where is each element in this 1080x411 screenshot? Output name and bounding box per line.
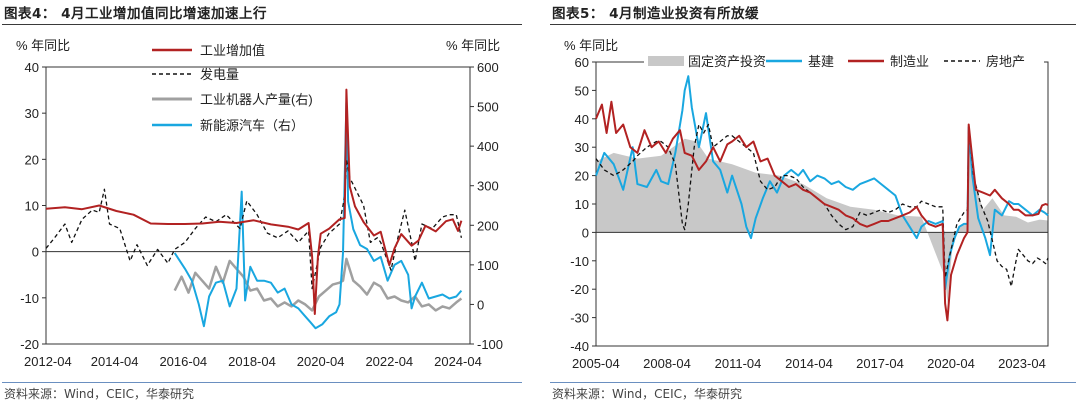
x-tick-label: 2014-04 [785, 356, 833, 371]
y-right-tick-label: 400 [477, 139, 499, 154]
figure-4-title: 图表4： 4月工业增加值同比增速加速上行 [4, 6, 267, 22]
x-tick-label: 2014-04 [91, 354, 139, 369]
series-line-3 [173, 101, 463, 330]
x-tick-label: 2008-04 [643, 356, 691, 371]
y-left-tick-label: 30 [25, 106, 39, 121]
figure-5-chart: 60 50 40 30 20 10 0 -10 -20 -30 -40 2005-04 2008-04 2… [564, 38, 1049, 371]
y-tick-label: -40 [570, 339, 589, 354]
figure-5-top-rule [550, 24, 1076, 25]
figure-4-top-rule [2, 24, 522, 25]
y-tick-label: 60 [575, 55, 589, 70]
legend-label: 新能源汽车（右） [200, 118, 304, 133]
legend-label: 房地产 [986, 54, 1025, 69]
y-tick-label: 0 [582, 225, 589, 240]
legend-label: 工业增加值 [200, 43, 265, 58]
legend-label: 发电量 [200, 67, 239, 82]
y-left-tick-label: 10 [25, 199, 39, 214]
figure-4-bottom-rule [2, 382, 522, 383]
x-tick-label: 2005-04 [572, 356, 620, 371]
x-tick-label: 2023-04 [998, 356, 1046, 371]
figure-5-panel: 图表5： 4月制造业投资有所放缓 60 50 40 30 20 10 0 -10 -20 -30 -… [548, 0, 1080, 411]
figure-4-panel: 图表4： 4月工业增加值同比增速加速上行 40 30 20 10 0 -10 -20 600 5… [0, 0, 530, 411]
y-left-axis-label: % 年同比 [16, 38, 70, 53]
y-right-tick-label: 600 [477, 60, 499, 75]
legend-swatch [648, 56, 684, 66]
y-right-tick-label: 100 [477, 258, 499, 273]
y-tick-label: -30 [570, 311, 589, 326]
x-tick-label: 2024-04 [434, 354, 482, 369]
figure-5-source: 资料来源：Wind，CEIC，华泰研究 [552, 387, 743, 401]
y-left-tick-label: 0 [32, 245, 39, 260]
y-tick-label: 30 [575, 140, 589, 155]
y-left-tick-label: -10 [20, 291, 39, 306]
x-tick-label: 2020-04 [927, 356, 975, 371]
x-tick-label: 2018-04 [228, 354, 276, 369]
legend-label: 工业机器人产量(右) [200, 92, 313, 107]
y-tick-label: -10 [570, 254, 589, 269]
y-right-tick-label: 500 [477, 100, 499, 115]
y-axis-label: % 年同比 [564, 38, 618, 53]
figure-4-source: 资料来源：Wind，CEIC，华泰研究 [4, 387, 195, 401]
series-line-2 [595, 100, 1049, 322]
y-left-tick-label: -20 [20, 337, 39, 352]
series-line-1 [595, 75, 1049, 291]
x-tick-label: 2022-04 [365, 354, 413, 369]
series-line-0 [45, 88, 463, 315]
series-area-0 [596, 133, 1048, 304]
y-left-tick-label: 40 [25, 60, 39, 75]
y-left-tick-label: 20 [25, 152, 39, 167]
y-tick-label: -20 [570, 282, 589, 297]
y-tick-label: 20 [575, 169, 589, 184]
y-right-tick-label: -100 [477, 337, 503, 352]
x-tick-label: 2020-04 [297, 354, 345, 369]
y-tick-label: 10 [575, 197, 589, 212]
y-tick-label: 40 [575, 112, 589, 127]
legend-bg [644, 52, 1044, 72]
x-tick-label: 2017-04 [856, 356, 904, 371]
figure-5-title: 图表5： 4月制造业投资有所放缓 [552, 6, 759, 22]
figure-5-bottom-rule [550, 382, 1076, 383]
x-tick-label: 2011-04 [715, 356, 762, 371]
series-line-3 [595, 123, 1049, 288]
y-tick-label: 50 [575, 83, 589, 98]
figure-4-chart: 403020100-10-206005004003002001000-10020… [16, 38, 503, 369]
x-tick-label: 2012-04 [24, 354, 72, 369]
legend-label: 固定资产投资 [688, 54, 766, 69]
series-line-1 [45, 158, 463, 290]
y-right-tick-label: 200 [477, 218, 499, 233]
legend-label: 基建 [808, 54, 834, 69]
y-right-tick-label: 0 [477, 297, 484, 312]
x-tick-label: 2016-04 [159, 354, 207, 369]
y-right-tick-label: 300 [477, 179, 499, 194]
y-right-axis-label: % 年同比 [446, 38, 500, 53]
legend-label: 制造业 [890, 54, 929, 69]
